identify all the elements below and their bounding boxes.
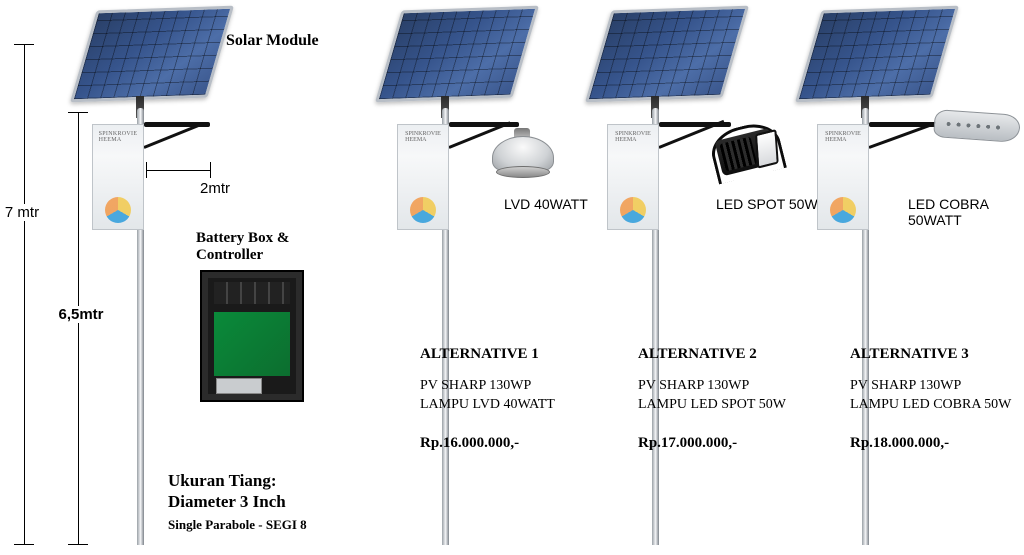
lamp-led-spot <box>714 128 777 176</box>
alt1-title: ALTERNATIVE 1 <box>420 346 610 363</box>
dim-2m-label: 2mtr <box>200 180 230 197</box>
pole-spec: Ukuran Tiang: Diameter 3 Inch Single Par… <box>168 470 307 533</box>
solar-module-label: Solar Module <box>226 32 319 50</box>
alt2-price: Rp.17.000.000,- <box>638 435 828 452</box>
alt2-block: ALTERNATIVE 2 PV SHARP 130WP LAMPU LED S… <box>638 346 828 452</box>
alt3-spec2: LAMPU LED COBRA 50W <box>850 396 1024 415</box>
battery-box-label: Battery Box & Controller <box>196 230 326 265</box>
lamp-lvd <box>492 128 552 178</box>
sign-plate-4: SPINKROVIEHEEMA <box>817 124 869 230</box>
dim-65m-line <box>78 112 79 544</box>
lamp-lvd-label: LVD 40WATT <box>504 196 588 212</box>
alt3-title: ALTERNATIVE 3 <box>850 346 1024 363</box>
alt1-spec2: LAMPU LVD 40WATT <box>420 396 610 415</box>
sign-plate-1: SPINKROVIEHEEMA <box>92 124 144 230</box>
dim-2m-capR <box>210 162 211 178</box>
dim-7m-topcap <box>14 44 34 45</box>
alt2-spec1: PV SHARP 130WP <box>638 377 828 396</box>
pole-spec-l2: Diameter 3 Inch <box>168 491 307 512</box>
dim-2m-capL <box>146 162 147 178</box>
alt1-spec1: PV SHARP 130WP <box>420 377 610 396</box>
dim-65m-topcap <box>68 112 88 113</box>
solar-panel-2 <box>375 6 539 103</box>
alt3-price: Rp.18.000.000,- <box>850 435 1024 452</box>
sign-plate-3: SPINKROVIEHEEMA <box>607 124 659 230</box>
sign-plate-2: SPINKROVIEHEEMA <box>397 124 449 230</box>
lamp-cobra-label: LED COBRA 50WATT <box>908 196 1024 228</box>
alt3-block: ALTERNATIVE 3 PV SHARP 130WP LAMPU LED C… <box>850 346 1024 452</box>
dim-2m-line <box>146 170 210 171</box>
lamp-led-cobra <box>933 109 1021 143</box>
alt1-block: ALTERNATIVE 1 PV SHARP 130WP LAMPU LVD 4… <box>420 346 610 452</box>
dim-65m-botcap <box>68 544 88 545</box>
alt2-spec2: LAMPU LED SPOT 50W <box>638 396 828 415</box>
pole-spec-l3: Single Parabole - SEGI 8 <box>168 517 307 533</box>
alt2-title: ALTERNATIVE 2 <box>638 346 828 363</box>
dim-7m-botcap <box>14 544 34 545</box>
solar-panel-4 <box>795 6 959 103</box>
alt3-spec1: PV SHARP 130WP <box>850 377 1024 396</box>
dim-7m-line <box>24 44 25 544</box>
solar-panel-1 <box>70 6 234 103</box>
battery-box-image <box>200 270 304 402</box>
alt1-price: Rp.16.000.000,- <box>420 435 610 452</box>
solar-panel-3 <box>585 6 749 103</box>
pole-spec-l1: Ukuran Tiang: <box>168 470 307 491</box>
dim-7m-label: 7 mtr <box>0 204 44 221</box>
dim-65m-label: 6,5mtr <box>52 306 110 323</box>
